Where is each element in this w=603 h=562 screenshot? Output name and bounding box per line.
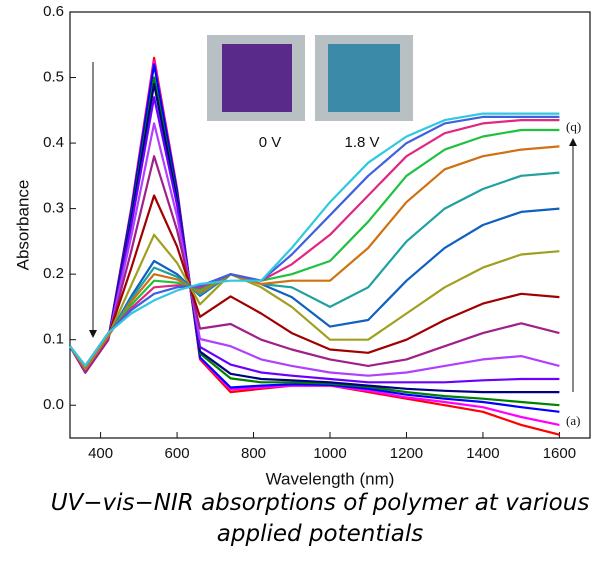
- page: 0 V 1.8 V (q) (a) Wavelength (nm) Absorb…: [0, 0, 603, 562]
- x-tick-label: 1400: [466, 445, 499, 462]
- inset-label: 0 V: [259, 134, 282, 151]
- y-tick-label: 0.1: [43, 331, 64, 348]
- annotation: (a): [566, 413, 580, 428]
- x-tick-label: 1000: [313, 445, 346, 462]
- x-axis-label: Wavelength (nm): [266, 469, 395, 488]
- y-tick-label: 0.2: [43, 265, 64, 282]
- x-tick-label: 1600: [543, 445, 576, 462]
- y-tick-label: 0.4: [43, 134, 64, 151]
- y-tick-label: 0.5: [43, 69, 64, 86]
- chart: 0 V 1.8 V (q) (a) Wavelength (nm) Absorb…: [0, 0, 603, 490]
- y-tick-label: 0.6: [43, 3, 64, 20]
- x-tick-label: 400: [88, 445, 113, 462]
- caption: UV−vis−NIR absorptions of polymer at var…: [40, 488, 600, 550]
- y-axis-label: Absorbance: [13, 180, 32, 271]
- inset-film: [222, 44, 292, 112]
- y-tick-label: 0.0: [43, 396, 64, 413]
- x-tick-label: 600: [165, 445, 190, 462]
- x-tick-label: 1200: [390, 445, 423, 462]
- x-tick-label: 800: [241, 445, 266, 462]
- annotation: (q): [566, 119, 581, 134]
- inset-film: [328, 44, 400, 112]
- inset-label: 1.8 V: [344, 134, 379, 151]
- y-tick-label: 0.3: [43, 200, 64, 217]
